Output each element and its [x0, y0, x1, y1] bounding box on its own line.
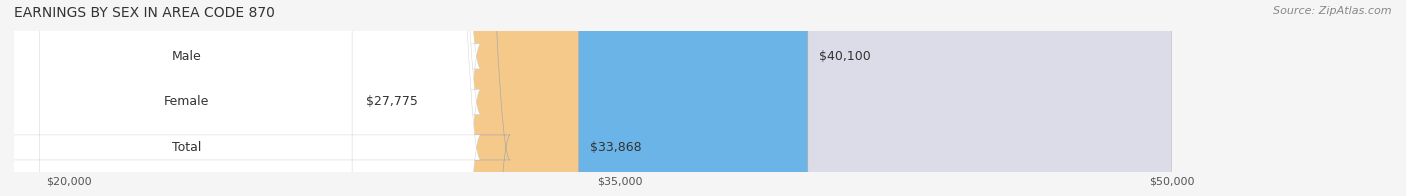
Text: Male: Male — [172, 50, 201, 63]
FancyBboxPatch shape — [0, 0, 481, 196]
FancyBboxPatch shape — [69, 0, 807, 196]
FancyBboxPatch shape — [69, 0, 1171, 196]
Text: EARNINGS BY SEX IN AREA CODE 870: EARNINGS BY SEX IN AREA CODE 870 — [14, 6, 276, 20]
Text: Source: ZipAtlas.com: Source: ZipAtlas.com — [1274, 6, 1392, 16]
FancyBboxPatch shape — [69, 0, 1171, 196]
Text: $40,100: $40,100 — [818, 50, 870, 63]
Text: Female: Female — [165, 95, 209, 108]
FancyBboxPatch shape — [69, 0, 1171, 196]
FancyBboxPatch shape — [0, 0, 510, 196]
FancyBboxPatch shape — [0, 0, 481, 196]
FancyBboxPatch shape — [0, 0, 481, 196]
Text: $27,775: $27,775 — [366, 95, 418, 108]
Text: Total: Total — [172, 141, 201, 154]
FancyBboxPatch shape — [69, 0, 579, 196]
Text: $33,868: $33,868 — [589, 141, 641, 154]
